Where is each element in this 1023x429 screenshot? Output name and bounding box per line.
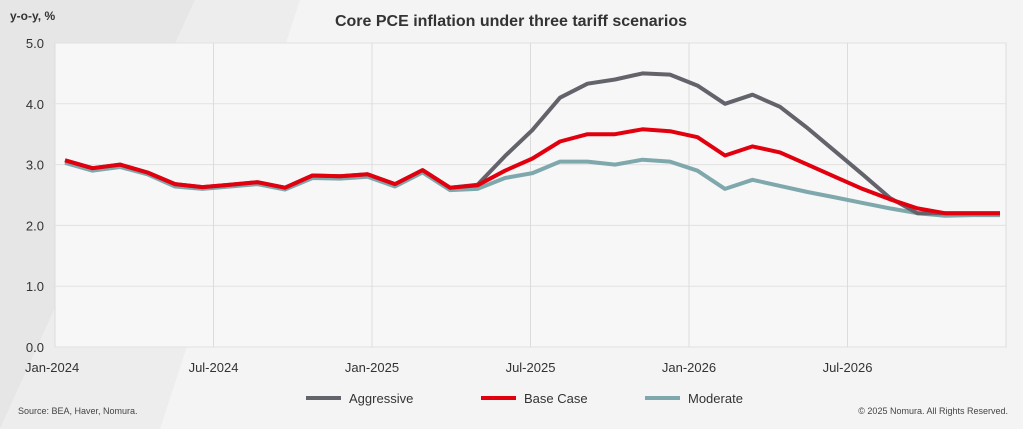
x-ticks: Jan-2024 Jul-2024 Jan-2025 Jul-2025 Jan-2026… — [25, 360, 872, 375]
y-axis-label: y-o-y, % — [10, 9, 55, 23]
legend: Aggressive Base Case Moderate — [306, 391, 743, 406]
gridlines — [55, 42, 1006, 348]
x-tick-label: Jan-2025 — [345, 360, 399, 375]
legend-label: Moderate — [688, 391, 743, 406]
series-lines — [64, 71, 1000, 218]
x-tick-label: Jul-2025 — [506, 360, 556, 375]
x-tick-label: Jan-2026 — [662, 360, 716, 375]
x-tick-label: Jan-2024 — [25, 360, 79, 375]
x-tick-label: Jul-2026 — [823, 360, 873, 375]
chart-title: Core PCE inflation under three tariff sc… — [335, 13, 687, 30]
y-tick-label: 0.0 — [26, 340, 44, 355]
series-line-base-case — [64, 127, 1000, 216]
legend-label: Aggressive — [349, 391, 413, 406]
legend-label: Base Case — [524, 391, 588, 406]
y-tick-label: 3.0 — [26, 158, 44, 173]
y-tick-label: 2.0 — [26, 218, 44, 233]
y-ticks: 0.0 1.0 2.0 3.0 4.0 5.0 — [26, 36, 44, 355]
copyright-note: © 2025 Nomura. All Rights Reserved. — [858, 406, 1008, 416]
x-tick-label: Jul-2024 — [189, 360, 239, 375]
y-tick-label: 4.0 — [26, 97, 44, 112]
y-tick-label: 1.0 — [26, 279, 44, 294]
y-tick-label: 5.0 — [26, 36, 44, 51]
source-note: Source: BEA, Haver, Nomura. — [18, 406, 138, 416]
